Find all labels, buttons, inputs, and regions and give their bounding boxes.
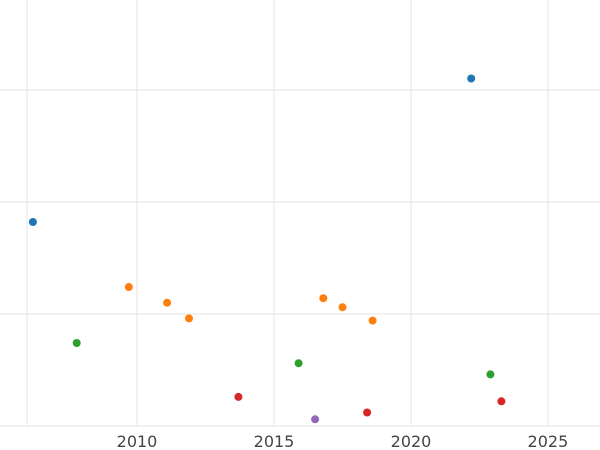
scatter-point xyxy=(311,415,320,424)
scatter-point xyxy=(338,303,347,312)
points-layer xyxy=(28,74,506,424)
scatter-point xyxy=(28,218,37,226)
scatter-point xyxy=(368,316,377,325)
scatter-point xyxy=(163,298,172,307)
scatter-point xyxy=(72,339,81,347)
scatter-point xyxy=(185,314,193,323)
x-tick-label: 2010 xyxy=(117,432,158,450)
scatter-point xyxy=(486,370,495,379)
scatter-point xyxy=(294,359,303,368)
x-axis-ticks: 2010 2015 2020 2025 xyxy=(117,432,569,450)
scatter-point xyxy=(497,397,506,406)
x-tick-label: 2015 xyxy=(254,432,295,450)
scatter-point xyxy=(124,283,133,291)
scatter-point xyxy=(319,294,328,303)
grid-layer xyxy=(0,0,600,427)
x-tick-label: 2025 xyxy=(528,432,569,450)
scatter-point xyxy=(363,408,372,417)
scatter-point xyxy=(467,74,476,83)
scatter-point xyxy=(234,392,243,401)
x-tick-label: 2020 xyxy=(391,432,432,450)
